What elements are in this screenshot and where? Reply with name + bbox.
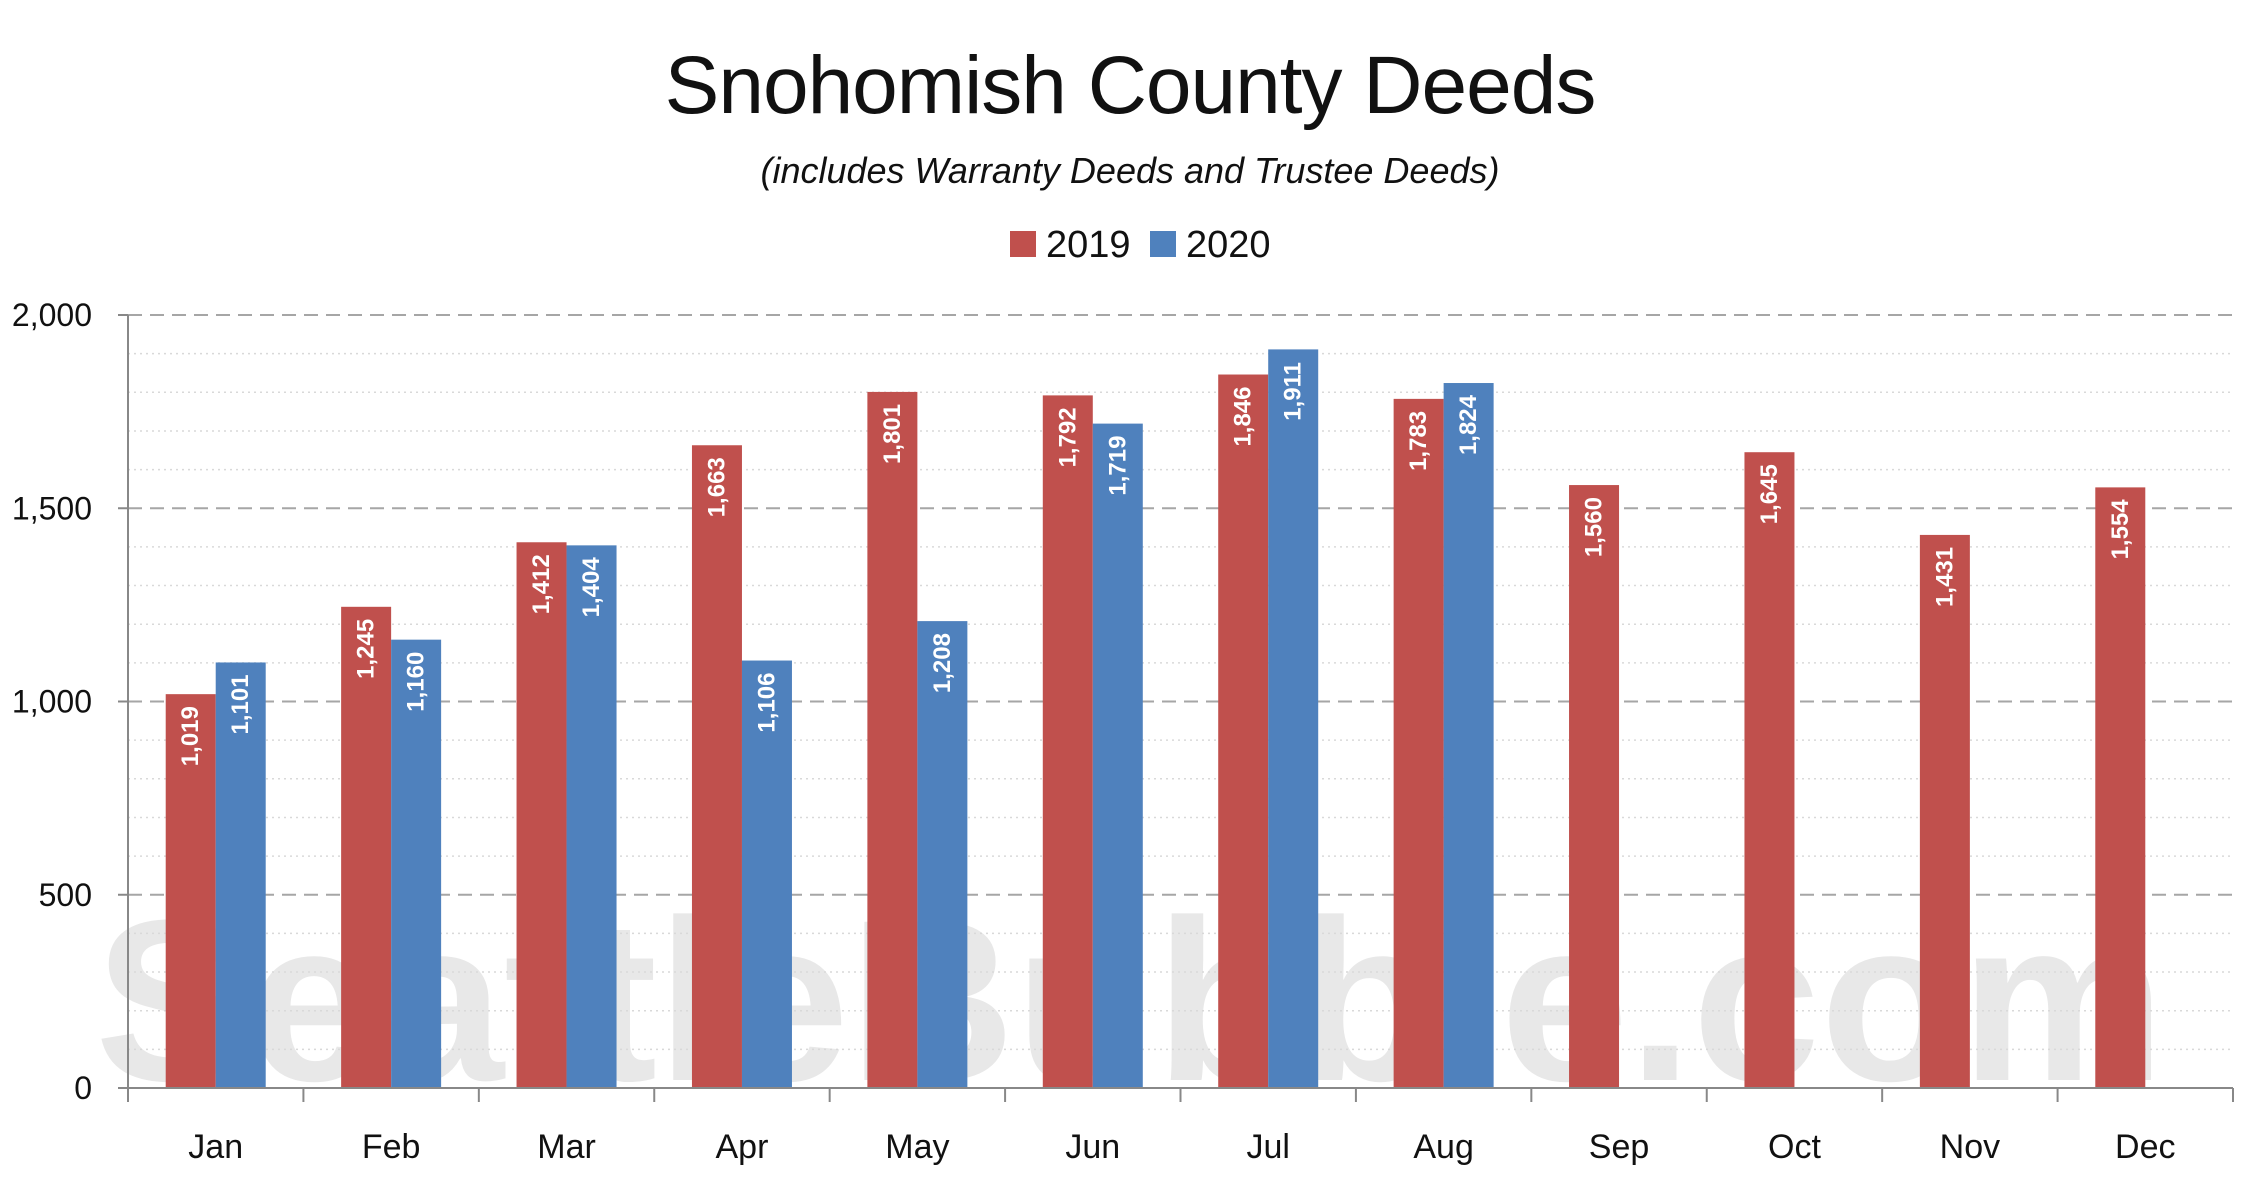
legend-label: 2020 — [1186, 224, 1271, 266]
bar-2020-mar — [566, 545, 617, 1088]
bar-2019-nov — [1919, 534, 1970, 1088]
bar-2019-dec — [2095, 487, 2146, 1088]
bar-data-label: 1,208 — [929, 633, 956, 693]
legend: 2019 2020 — [1010, 224, 1271, 266]
chart-subtitle: (includes Warranty Deeds and Trustee Dee… — [760, 150, 1499, 191]
bar-data-label: 1,554 — [2107, 499, 2134, 560]
bar-2020-apr — [741, 660, 792, 1088]
bar-2019-apr — [691, 445, 742, 1088]
bar-data-label: 1,663 — [703, 457, 730, 517]
bar-2019-may — [867, 391, 918, 1088]
bar-data-label: 1,824 — [1455, 394, 1482, 455]
bar-2020-jun — [1092, 423, 1143, 1088]
x-category-label: May — [885, 1128, 949, 1166]
legend-swatch — [1150, 231, 1176, 257]
bar-2019-jun — [1042, 395, 1093, 1089]
bar-data-label: 1,106 — [753, 672, 780, 732]
bar-2019-jul — [1218, 374, 1269, 1088]
x-category-label: Feb — [362, 1128, 421, 1166]
x-category-label: Oct — [1768, 1128, 1821, 1166]
y-tick-label: 0 — [74, 1070, 92, 1106]
bar-data-label: 1,560 — [1581, 497, 1608, 557]
axes: 0 500 1,000 1,500 2,000 Jan Feb Mar Apr May Jun Jul… — [12, 297, 2234, 1166]
y-tick-label: 500 — [39, 877, 92, 913]
bar-2020-jan — [215, 662, 266, 1088]
chart-title: Snohomish County Deeds — [665, 40, 1596, 131]
x-category-label: Jun — [1065, 1128, 1120, 1166]
bar-data-label: 1,783 — [1405, 411, 1432, 471]
x-category-label: Jan — [188, 1128, 243, 1166]
x-category-label: Jul — [1246, 1128, 1289, 1166]
x-category-label: Sep — [1589, 1128, 1650, 1166]
bar-data-label: 1,719 — [1104, 436, 1131, 496]
bar-data-label: 1,019 — [177, 706, 204, 766]
bar-data-label: 1,911 — [1280, 362, 1307, 421]
bar-data-label: 1,645 — [1756, 464, 1783, 524]
y-tick-label: 1,500 — [12, 490, 92, 526]
bar-2019-feb — [341, 606, 392, 1088]
bar-data-label: 1,792 — [1054, 407, 1081, 467]
bar-2020-jul — [1268, 349, 1319, 1088]
bar-data-label: 1,101 — [227, 674, 254, 734]
bar-data-label: 1,160 — [403, 652, 430, 712]
bar-2019-sep — [1569, 485, 1620, 1088]
bar-2020-aug — [1443, 383, 1494, 1088]
bars: 1,019 1,101 1,245 1,160 1,412 1,404 1,663 1,106… — [165, 349, 2146, 1089]
y-tick-label: 2,000 — [12, 297, 92, 333]
bar-data-label: 1,404 — [578, 557, 605, 618]
x-category-label: Apr — [715, 1128, 768, 1166]
y-tick-label: 1,000 — [12, 684, 92, 720]
bar-data-label: 1,801 — [879, 404, 906, 464]
x-category-label: Nov — [1940, 1128, 2000, 1166]
bar-2019-oct — [1744, 452, 1795, 1088]
bar-2020-may — [917, 621, 968, 1088]
bar-2019-jan — [165, 694, 216, 1088]
legend-label: 2019 — [1046, 224, 1131, 266]
x-category-label: Mar — [537, 1128, 596, 1166]
x-category-label: Dec — [2115, 1128, 2175, 1166]
bar-2019-mar — [516, 542, 567, 1088]
bar-2020-feb — [391, 639, 442, 1088]
bar-data-label: 1,245 — [353, 619, 380, 679]
bar-2019-aug — [1393, 398, 1444, 1089]
bar-data-label: 1,846 — [1230, 386, 1257, 446]
bar-data-label: 1,412 — [528, 554, 555, 614]
legend-swatch — [1010, 231, 1036, 257]
x-category-label: Aug — [1413, 1128, 1474, 1166]
bar-data-label: 1,431 — [1931, 547, 1958, 607]
